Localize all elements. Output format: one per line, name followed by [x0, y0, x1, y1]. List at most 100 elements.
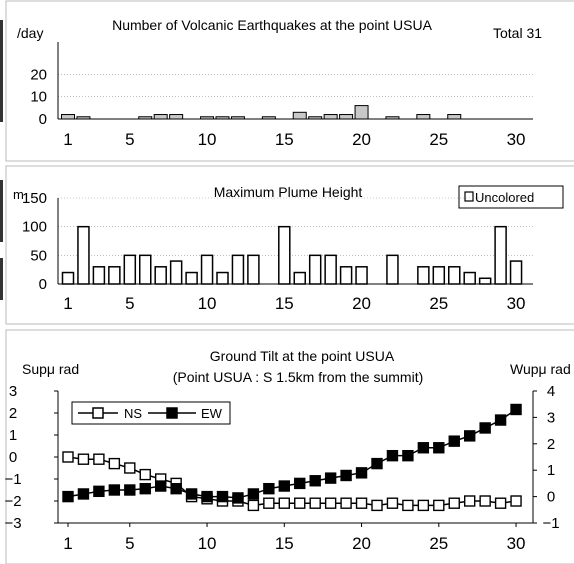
y-tick-label-right: 0	[547, 489, 555, 506]
plume-bar	[92, 266, 106, 285]
plume-bar	[494, 225, 507, 285]
tilt-point-ew	[77, 488, 90, 500]
x-tick-label: 10	[198, 130, 217, 149]
tilt-point-ns	[494, 497, 507, 509]
earthquake-bar	[61, 114, 75, 120]
plume-bar	[293, 271, 306, 285]
earthquake-bar	[447, 114, 462, 120]
panel-frame-plume	[5, 165, 574, 325]
earthquake-y-unit: /day	[17, 25, 43, 41]
x-tick-label: 1	[63, 534, 72, 553]
plume-bar	[386, 254, 399, 285]
tilt-point-ns	[433, 499, 445, 512]
tilt-point-ew	[324, 472, 337, 484]
tilt-point-ew	[263, 482, 275, 495]
y-tick-label-right: 3	[547, 409, 555, 426]
earthquake-bar	[261, 116, 276, 120]
tilt-point-ns	[417, 499, 430, 512]
tilt-point-ew	[510, 403, 522, 416]
plume-legend-swatch	[464, 191, 474, 202]
earthquake-bar	[292, 111, 307, 120]
earthquake-chart-title: Number of Volcanic Earthquakes at the po…	[112, 17, 433, 33]
plume-bar	[308, 254, 322, 285]
tilt-point-ew	[433, 442, 445, 454]
x-tick-label: 30	[507, 534, 526, 553]
plume-bar	[185, 271, 198, 285]
y-tick-label-left: −1	[4, 471, 21, 488]
tilt-chart-subtitle: (Point USUA : S 1.5km from the summit)	[173, 369, 424, 385]
earthquake-bar	[354, 105, 369, 120]
plume-bar	[448, 266, 461, 285]
tilt-legend-ew-marker	[166, 407, 178, 419]
tilt-point-ns	[62, 451, 74, 463]
earthquake-bar	[169, 114, 184, 120]
plume-bar	[463, 271, 476, 285]
plume-bar	[324, 254, 337, 285]
y-tick-label: 150	[22, 190, 47, 207]
tilt-point-ew	[93, 485, 105, 498]
x-tick-label: 5	[125, 130, 134, 149]
tilt-point-ew	[62, 490, 74, 503]
y-tick-label-right: 1	[547, 462, 555, 479]
y-tick-label-right: −1	[542, 515, 559, 532]
earthquake-bar	[76, 116, 91, 120]
y-tick-label: 0	[39, 276, 47, 293]
earthquake-bar	[200, 116, 215, 120]
x-tick-label: 20	[352, 294, 371, 313]
tilt-point-ns	[510, 495, 522, 507]
x-tick-label: 25	[429, 130, 448, 149]
tilt-point-ew	[232, 492, 244, 504]
tilt-point-ns	[77, 453, 90, 465]
earthquake-bar	[308, 116, 323, 120]
tilt-point-ew	[216, 490, 229, 503]
earthquake-bar	[230, 116, 245, 120]
tilt-point-ns	[139, 468, 151, 481]
plume-y-unit: m	[13, 187, 24, 202]
y-tick-label-left: 1	[9, 427, 17, 444]
tilt-point-ns	[294, 497, 306, 509]
y-tick-label: 20	[30, 66, 47, 83]
earthquake-bar	[339, 114, 354, 120]
tilt-point-ns	[464, 495, 476, 507]
x-tick-label: 30	[507, 294, 526, 313]
tilt-point-ns	[386, 497, 399, 509]
y-tick-label-left: 2	[9, 405, 17, 422]
x-tick-label: 1	[63, 130, 72, 149]
x-tick-label: 15	[275, 534, 294, 553]
tilt-point-ns	[278, 497, 290, 509]
y-tick-label-right: 2	[547, 436, 555, 453]
tilt-chart-title: Ground Tilt at the point USUA	[210, 348, 395, 364]
x-tick-label: 5	[125, 534, 134, 553]
y-tick-label: 0	[39, 111, 47, 128]
earthquake-bar	[416, 114, 431, 120]
x-tick-label: 30	[507, 130, 526, 149]
tilt-point-ns	[402, 499, 414, 512]
tilt-point-ew	[124, 484, 136, 496]
plume-bar	[108, 266, 121, 285]
tilt-point-ew	[170, 482, 182, 495]
plume-bar	[417, 266, 430, 285]
tilt-point-ns	[479, 495, 491, 507]
tilt-point-ns	[448, 497, 460, 509]
tilt-point-ew	[479, 422, 491, 434]
tilt-point-ns	[355, 497, 368, 509]
plume-bar	[77, 225, 90, 285]
y-tick-label-left: −2	[4, 493, 21, 510]
y-tick-label: 50	[30, 247, 47, 264]
tilt-point-ns	[93, 453, 105, 465]
tilt-point-ew	[402, 449, 414, 462]
earthquake-bar	[323, 114, 338, 120]
tilt-point-ns	[108, 457, 121, 470]
plume-bar	[154, 266, 167, 285]
tilt-point-ns	[124, 462, 136, 474]
earthquake-total: Total 31	[493, 25, 542, 41]
tilt-point-ew	[386, 449, 399, 462]
tilt-point-ew	[139, 482, 151, 495]
earthquake-bar	[215, 116, 230, 120]
tilt-point-ew	[294, 477, 306, 490]
tilt-point-ew	[154, 480, 167, 492]
plume-chart-title: Maximum Plume Height	[214, 184, 363, 200]
